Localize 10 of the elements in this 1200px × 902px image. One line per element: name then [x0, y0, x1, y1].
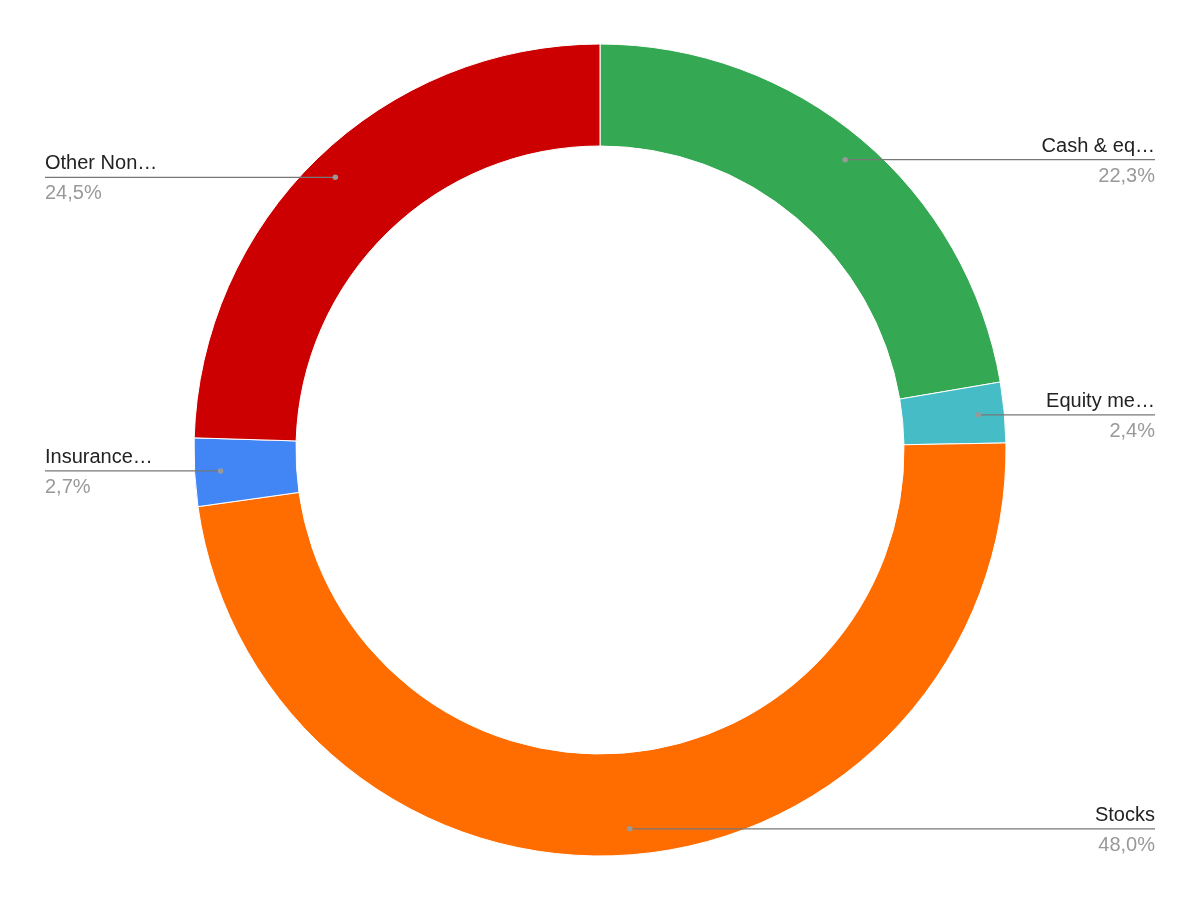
- data-label: 2,7%: [45, 474, 91, 497]
- data-label: 48,0%: [1098, 832, 1156, 855]
- slice-label: Insurance…: [45, 444, 153, 467]
- slice-label: Stocks: [1094, 802, 1155, 825]
- data-label: 22,3%: [1098, 163, 1156, 186]
- slice-label: Other Non…: [45, 151, 158, 174]
- data-label: 2,4%: [1109, 418, 1156, 441]
- slice-label: Equity me…: [1046, 388, 1155, 411]
- slice-label: Cash & eq…: [1041, 133, 1155, 156]
- data-label: 24,5%: [45, 181, 102, 204]
